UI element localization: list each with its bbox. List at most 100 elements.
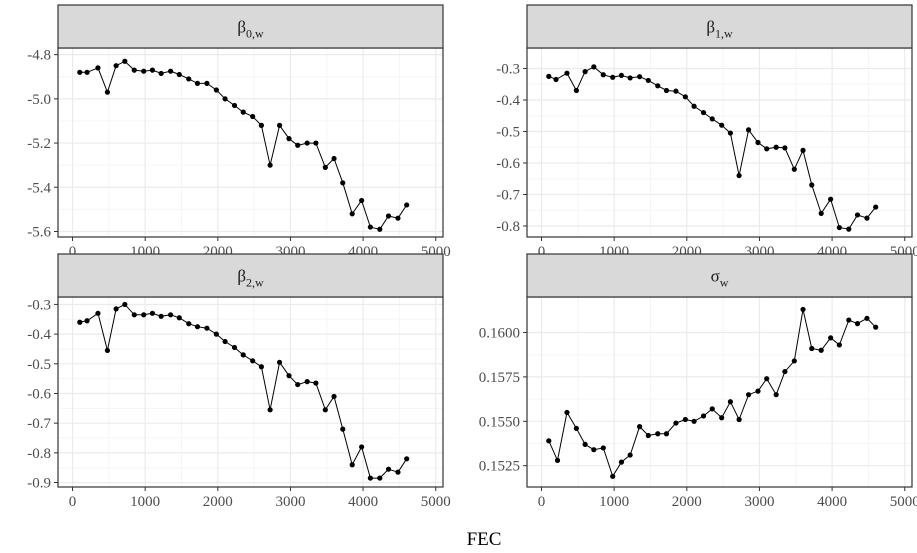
y-tick-label: -0.7 [27, 416, 51, 432]
data-point [349, 462, 355, 468]
x-tick-label: 5000 [421, 494, 451, 510]
data-point [104, 347, 110, 354]
data-point [276, 359, 283, 365]
data-point [610, 74, 616, 80]
data-point [663, 431, 670, 437]
facet-strip [57, 4, 444, 49]
y-tick-label: -0.5 [27, 357, 51, 373]
data-point [873, 324, 879, 330]
data-point [95, 310, 101, 316]
data-point [818, 210, 824, 216]
data-point [782, 145, 788, 151]
data-point [377, 475, 383, 481]
data-point [122, 301, 128, 308]
data-point [554, 457, 561, 463]
data-point [627, 452, 633, 458]
data-point [610, 473, 616, 479]
data-point [818, 347, 824, 353]
data-point [349, 211, 355, 217]
data-point [258, 364, 264, 370]
data-point [719, 415, 725, 421]
facet-strip-label: σw [711, 267, 729, 290]
data-point [395, 469, 401, 475]
x-tick-label: 0 [69, 494, 77, 510]
data-point [782, 368, 788, 375]
data-point [167, 68, 174, 74]
data-point [836, 224, 842, 231]
data-point [627, 75, 633, 81]
data-point [682, 416, 688, 423]
data-point [286, 136, 292, 142]
x-tick-label: 3000 [275, 494, 305, 510]
y-tick-label: -0.4 [27, 327, 51, 343]
data-point [258, 122, 264, 128]
y-tick-label: 0.1575 [479, 370, 520, 386]
y-tick-label: -0.8 [27, 446, 51, 462]
data-point [385, 466, 392, 472]
data-point [286, 373, 292, 379]
x-tick-label: 0 [538, 244, 546, 260]
data-point [755, 388, 761, 394]
x-tick-label: 3000 [744, 494, 774, 510]
data-point [176, 315, 182, 321]
x-tick-label: 4000 [817, 494, 847, 510]
data-point [809, 345, 815, 352]
data-point [645, 77, 651, 84]
data-point [673, 420, 679, 426]
data-point [331, 393, 337, 400]
facet-strip-label: β0,w [237, 18, 264, 41]
data-point [591, 447, 597, 453]
y-tick-label: 0.1550 [479, 414, 520, 430]
data-point [359, 444, 365, 450]
data-point [141, 68, 147, 74]
data-point [113, 306, 119, 312]
data-point [791, 166, 797, 172]
facet-strip [526, 253, 913, 298]
data-point [773, 144, 779, 150]
data-point [573, 87, 579, 94]
data-point [854, 212, 861, 218]
facet-strip-label: β2,w [237, 267, 264, 290]
data-point [736, 416, 742, 423]
data-point [854, 321, 861, 327]
x-tick-label: 1000 [130, 494, 160, 510]
y-tick-label: -5.2 [27, 136, 51, 152]
data-point [377, 226, 383, 232]
data-point [553, 76, 559, 83]
y-tick-label: -5.4 [27, 180, 51, 196]
data-point [276, 122, 283, 128]
data-point [404, 456, 410, 462]
data-point [176, 71, 182, 78]
x-axis-title: FEC [467, 529, 502, 550]
data-point [564, 409, 570, 416]
y-tick-label: -0.9 [27, 476, 51, 492]
data-point [395, 215, 401, 221]
data-point [673, 88, 679, 94]
data-point [295, 142, 301, 148]
data-point [141, 312, 147, 318]
data-point [791, 358, 797, 364]
x-tick-label: 4000 [348, 494, 378, 510]
data-point [322, 164, 328, 170]
data-point [267, 162, 273, 168]
data-point [340, 180, 346, 186]
data-point [864, 215, 870, 221]
y-tick-label: -0.8 [496, 219, 520, 235]
panel-background [527, 48, 912, 237]
y-tick-label: 0.1525 [479, 459, 520, 475]
x-tick-label: 0 [69, 244, 77, 260]
y-tick-label: -0.3 [496, 61, 520, 77]
data-point [231, 102, 238, 109]
data-point [736, 172, 742, 179]
data-point [186, 321, 192, 327]
y-tick-label: -0.6 [27, 386, 51, 402]
data-point [663, 87, 670, 94]
data-point [222, 338, 228, 345]
y-tick-label: -0.5 [496, 124, 520, 140]
facet-strip-label: β1,w [706, 18, 733, 41]
data-point [204, 80, 210, 86]
data-point [655, 83, 661, 89]
data-point [828, 335, 834, 341]
data-point [836, 342, 842, 348]
data-point [700, 413, 707, 419]
